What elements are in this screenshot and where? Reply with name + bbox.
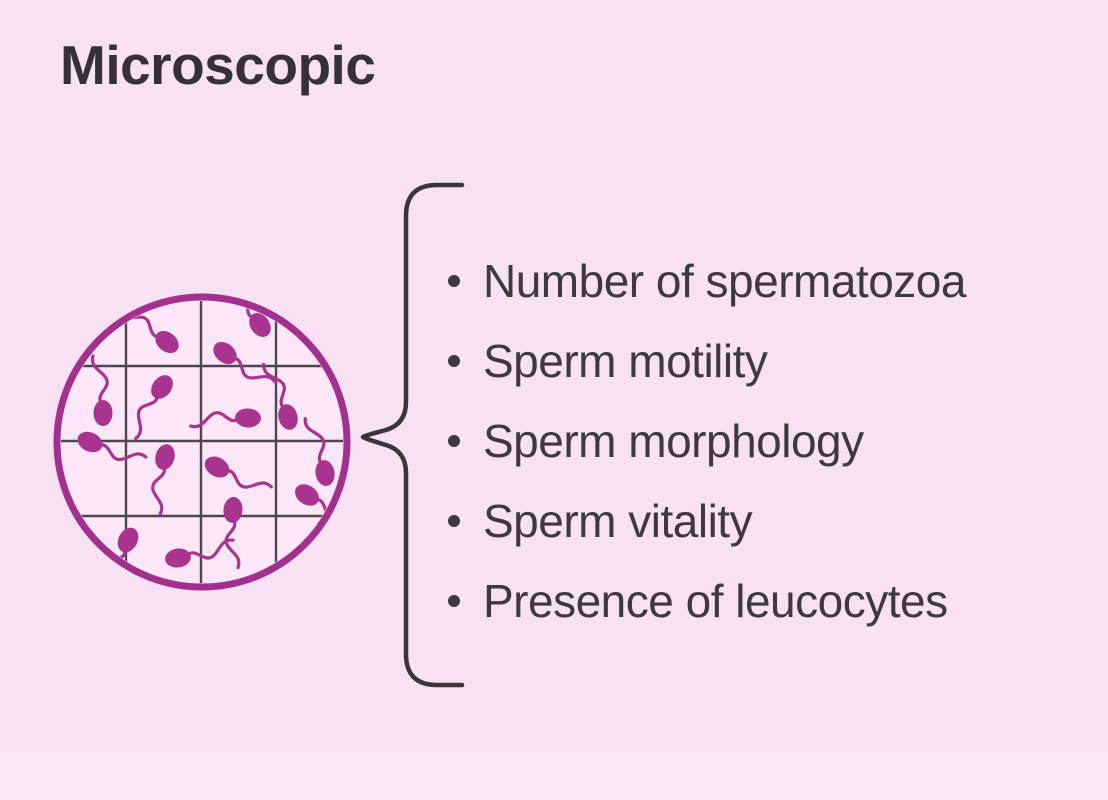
microscope-field-view-icon (53, 293, 351, 591)
list-item: Number of spermatozoa (448, 241, 966, 321)
microscopic-criteria-list: Number of spermatozoa Sperm motility Spe… (448, 241, 966, 641)
bullet-dot (448, 275, 460, 287)
bullet-dot (448, 515, 460, 527)
list-item: Presence of leucocytes (448, 561, 966, 641)
list-item: Sperm vitality (448, 481, 966, 561)
list-item-label: Sperm vitality (483, 495, 753, 547)
bullet-dot (448, 595, 460, 607)
list-item-label: Number of spermatozoa (483, 255, 966, 307)
bullet-dot (448, 435, 460, 447)
list-item: Sperm motility (448, 321, 966, 401)
counting-grid (61, 301, 343, 583)
bullet-dot (448, 355, 460, 367)
page-title: Microscopic (60, 34, 376, 96)
list-item-label: Sperm motility (483, 335, 768, 387)
list-item-label: Sperm morphology (483, 415, 864, 467)
list-item-label: Presence of leucocytes (483, 575, 948, 627)
background-bottom-band (0, 752, 1108, 800)
list-item: Sperm morphology (448, 401, 966, 481)
